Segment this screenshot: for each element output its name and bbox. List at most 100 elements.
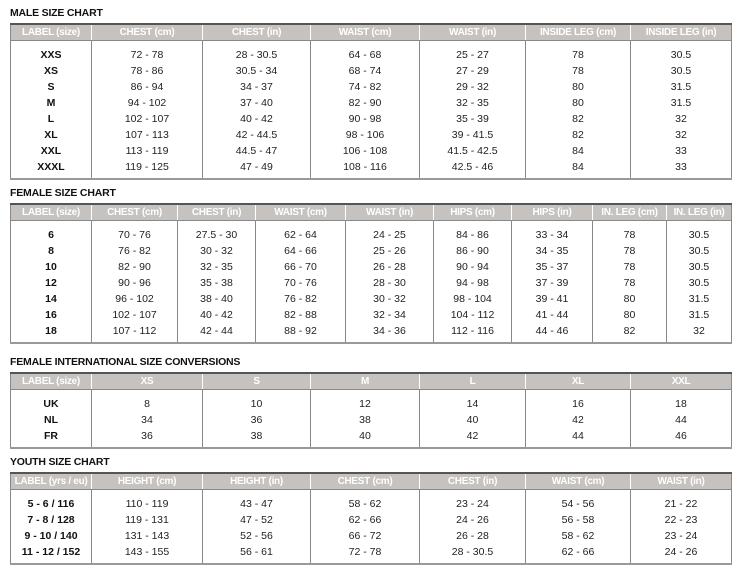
table-cell: 30.5 — [670, 49, 692, 61]
header-row: LABEL (size) CHEST (cm) CHEST (in) WAIST (c… — [10, 24, 732, 41]
row-label: 11 - 12 / 152 — [10, 544, 92, 564]
row-label: 16 — [10, 307, 92, 323]
table-cell: 32 — [693, 325, 705, 337]
table-cell: 56 - 58 — [525, 512, 631, 528]
column-header: CHEST (in) — [177, 204, 256, 221]
row-label: XXL — [10, 143, 92, 159]
table-cell: 107 - 113 — [91, 127, 203, 143]
column-header: CHEST (cm) — [91, 24, 203, 41]
table-cell: 39 - 41.5 — [419, 127, 526, 143]
table-cell: 98 - 106 — [310, 127, 420, 143]
table-cell: 32 — [675, 129, 687, 141]
table-cell: 56 - 61 — [202, 544, 311, 564]
table-cell: 24 - 26 — [419, 512, 526, 528]
column-header: LABEL (size) — [10, 373, 92, 390]
table-row: 12 90 - 96 35 - 38 70 - 76 28 - 30 94 - 98 37 … — [10, 275, 732, 291]
table-cell: 23 - 24 — [664, 530, 698, 542]
table-cell: 16 — [525, 389, 631, 412]
table-cell: 70 - 76 — [91, 220, 178, 243]
table-cell: 90 - 98 — [310, 111, 420, 127]
table-cell: 30.5 — [688, 229, 710, 241]
table-cell: 76 - 82 — [91, 243, 178, 259]
table-cell: 86 - 90 — [433, 243, 512, 259]
table-cell: 38 — [202, 428, 311, 448]
table-cell: 28 - 30.5 — [419, 544, 526, 564]
table-cell: 34 — [91, 412, 203, 428]
table-row: XS 78 - 86 30.5 - 34 68 - 74 27 - 29 78 30.5 — [10, 63, 732, 79]
table-cell: 106 - 108 — [310, 143, 420, 159]
table-cell: 110 - 119 — [91, 489, 203, 512]
table-cell: 80 — [592, 291, 667, 307]
table-cell: 14 — [419, 389, 526, 412]
table-row: 16 102 - 107 40 - 42 82 - 88 32 - 34 104 - 11… — [10, 307, 732, 323]
table-cell: 12 — [310, 389, 420, 412]
table-cell: 44 - 46 — [511, 323, 593, 343]
row-label: UK — [10, 389, 92, 412]
table-cell: 26 - 28 — [345, 259, 434, 275]
table-cell: 82 - 88 — [255, 307, 346, 323]
table-cell: 47 - 49 — [202, 159, 311, 179]
column-header: HIPS (in) — [511, 204, 593, 221]
table-row: 9 - 10 / 140 131 - 143 52 - 56 66 - 72 26 - … — [10, 528, 732, 544]
table-cell: 38 - 40 — [177, 291, 256, 307]
column-header: XS — [91, 373, 203, 390]
column-header: XL — [525, 373, 631, 390]
table-cell: 68 - 74 — [310, 63, 420, 79]
table-cell: 24 - 26 — [664, 546, 698, 558]
table-cell: 113 - 119 — [91, 143, 203, 159]
table-row: 11 - 12 / 152 143 - 155 56 - 61 72 - 78 28 -… — [10, 544, 732, 564]
table-cell: 62 - 64 — [255, 220, 346, 243]
table-cell: 34 - 35 — [511, 243, 593, 259]
table-cell: 52 - 56 — [202, 528, 311, 544]
table-cell: 66 - 72 — [310, 528, 420, 544]
table-cell: 8 — [91, 389, 203, 412]
row-label: 6 — [10, 220, 92, 243]
table-cell: 31.5 — [688, 309, 710, 321]
table-row: 18 107 - 112 42 - 44 88 - 92 34 - 36 112 - 11… — [10, 323, 732, 343]
table-cell: 72 - 78 — [91, 40, 203, 63]
table-cell: 78 — [525, 63, 631, 79]
table-cell: 39 - 41 — [511, 291, 593, 307]
table-cell: 62 - 66 — [525, 544, 631, 564]
table-cell: 80 — [525, 79, 631, 95]
table-cell: 21 - 22 — [664, 498, 698, 510]
table-cell: 44 — [675, 414, 687, 426]
table-cell: 35 - 38 — [177, 275, 256, 291]
table-cell: 31.5 — [670, 81, 692, 93]
table-cell: 10 — [202, 389, 311, 412]
table-cell: 31.5 — [670, 97, 692, 109]
table-cell: 33 - 34 — [511, 220, 593, 243]
table-cell: 76 - 82 — [255, 291, 346, 307]
column-header: LABEL (yrs / eu) — [10, 473, 92, 490]
table-cell: 54 - 56 — [525, 489, 631, 512]
table-cell: 64 - 68 — [310, 40, 420, 63]
table-cell: 112 - 116 — [433, 323, 512, 343]
table-cell: 78 — [592, 275, 667, 291]
size-table: LABEL (yrs / eu) HEIGHT (cm) HEIGHT (in) CH… — [10, 472, 732, 565]
table-cell: 86 - 94 — [91, 79, 203, 95]
table-cell: 25 - 27 — [419, 40, 526, 63]
row-label: XS — [10, 63, 92, 79]
column-header: WAIST (in) — [345, 204, 434, 221]
column-header: S — [202, 373, 311, 390]
table-cell: 40 - 42 — [177, 307, 256, 323]
table-cell: 32 — [675, 113, 687, 125]
column-header: INSIDE LEG (in) — [630, 24, 732, 41]
row-label: 10 — [10, 259, 92, 275]
table-cell: 25 - 26 — [345, 243, 434, 259]
table-cell: 24 - 25 — [345, 220, 434, 243]
header-row: LABEL (size) CHEST (cm) CHEST (in) WAIST (c… — [10, 204, 732, 221]
table-cell: 33 — [675, 161, 687, 173]
size-table: LABEL (size) CHEST (cm) CHEST (in) WAIST (c… — [10, 23, 732, 180]
table-cell: 84 - 86 — [433, 220, 512, 243]
table-cell: 80 — [592, 307, 667, 323]
table-row: 7 - 8 / 128 119 - 131 47 - 52 62 - 66 24 - 2… — [10, 512, 732, 528]
column-header: M — [310, 373, 420, 390]
section-title: FEMALE SIZE CHART — [10, 187, 116, 199]
row-label: 5 - 6 / 116 — [10, 489, 92, 512]
table-cell: 80 — [525, 95, 631, 111]
table-cell: 88 - 92 — [255, 323, 346, 343]
table-cell: 47 - 52 — [202, 512, 311, 528]
table-cell: 74 - 82 — [310, 79, 420, 95]
table-row: 5 - 6 / 116 110 - 119 43 - 47 58 - 62 23 - 2… — [10, 489, 732, 512]
